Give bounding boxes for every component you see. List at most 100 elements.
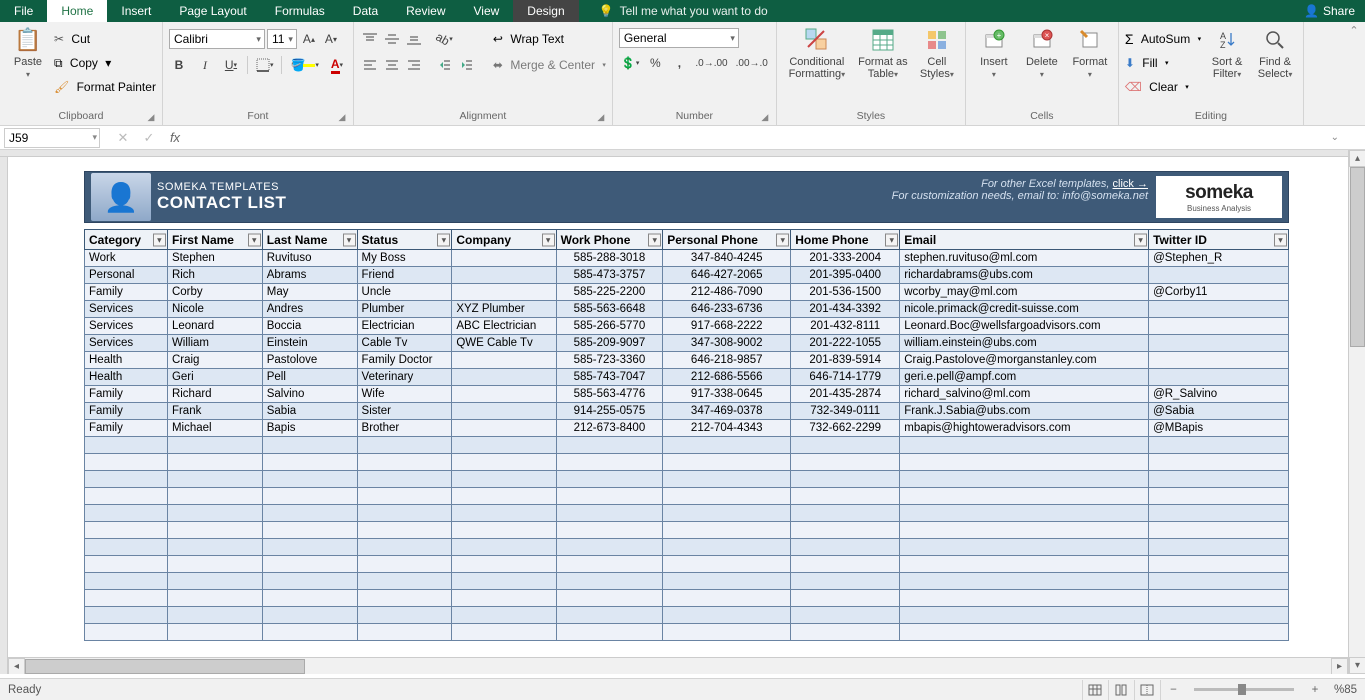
- tell-me[interactable]: 💡 Tell me what you want to do: [599, 4, 768, 18]
- table-cell[interactable]: 732-662-2299: [791, 420, 900, 437]
- table-cell[interactable]: 646-714-1779: [791, 369, 900, 386]
- table-cell[interactable]: Andres: [262, 301, 357, 318]
- table-cell[interactable]: [167, 573, 262, 590]
- table-cell[interactable]: [167, 505, 262, 522]
- underline-button[interactable]: U▾: [221, 55, 241, 75]
- table-row[interactable]: ServicesWilliamEinsteinCable TvQWE Cable…: [85, 335, 1289, 352]
- table-cell[interactable]: 347-469-0378: [663, 403, 791, 420]
- table-cell[interactable]: Salvino: [262, 386, 357, 403]
- border-button[interactable]: ▾: [254, 55, 276, 75]
- expand-formula-button[interactable]: ⌄: [1331, 132, 1345, 143]
- table-cell[interactable]: [357, 539, 452, 556]
- table-row[interactable]: [85, 556, 1289, 573]
- table-cell[interactable]: [452, 590, 556, 607]
- column-header[interactable]: Category▾: [85, 230, 168, 250]
- table-cell[interactable]: [262, 488, 357, 505]
- table-cell[interactable]: Health: [85, 369, 168, 386]
- table-cell[interactable]: [452, 403, 556, 420]
- table-row[interactable]: [85, 573, 1289, 590]
- table-cell[interactable]: geri.e.pell@ampf.com: [900, 369, 1149, 386]
- table-cell[interactable]: 212-673-8400: [556, 420, 663, 437]
- table-cell[interactable]: 585-473-3757: [556, 267, 663, 284]
- table-cell[interactable]: Personal: [85, 267, 168, 284]
- filter-button[interactable]: ▾: [1274, 233, 1287, 246]
- table-cell[interactable]: 212-486-7090: [663, 284, 791, 301]
- table-cell[interactable]: [452, 624, 556, 641]
- column-headers[interactable]: [0, 150, 1365, 157]
- table-cell[interactable]: 212-704-4343: [663, 420, 791, 437]
- table-cell[interactable]: Family: [85, 403, 168, 420]
- align-top-button[interactable]: [360, 29, 380, 49]
- table-cell[interactable]: [262, 607, 357, 624]
- format-painter-button[interactable]: 🖌 Format Painter: [54, 76, 156, 98]
- table-cell[interactable]: [1149, 590, 1289, 607]
- table-cell[interactable]: Leonard.Boc@wellsfargoadvisors.com: [900, 318, 1149, 335]
- enter-formula-button[interactable]: ✓: [140, 130, 158, 146]
- table-cell[interactable]: [556, 505, 663, 522]
- table-row[interactable]: [85, 488, 1289, 505]
- delete-cells-button[interactable]: × Delete▾: [1020, 24, 1064, 83]
- clipboard-dialog-launcher[interactable]: ◢: [146, 112, 156, 122]
- font-name-select[interactable]: Calibri: [169, 29, 265, 49]
- table-row[interactable]: ServicesNicoleAndresPlumberXYZ Plumber58…: [85, 301, 1289, 318]
- table-cell[interactable]: [452, 573, 556, 590]
- table-cell[interactable]: [900, 522, 1149, 539]
- font-dialog-launcher[interactable]: ◢: [337, 112, 347, 122]
- table-cell[interactable]: Michael: [167, 420, 262, 437]
- table-cell[interactable]: Cable Tv: [357, 335, 452, 352]
- table-cell[interactable]: [357, 437, 452, 454]
- align-center-button[interactable]: [382, 55, 402, 75]
- zoom-out-button[interactable]: −: [1160, 680, 1186, 700]
- fx-button[interactable]: fx: [166, 130, 184, 145]
- table-cell[interactable]: [452, 284, 556, 301]
- table-cell[interactable]: Pell: [262, 369, 357, 386]
- table-cell[interactable]: [262, 505, 357, 522]
- table-cell[interactable]: [1149, 607, 1289, 624]
- table-cell[interactable]: nicole.primack@credit-suisse.com: [900, 301, 1149, 318]
- decrease-decimal-button[interactable]: .00→.0: [734, 53, 770, 73]
- table-cell[interactable]: [663, 590, 791, 607]
- table-cell[interactable]: [167, 556, 262, 573]
- tab-design[interactable]: Design: [513, 0, 578, 22]
- table-cell[interactable]: Frank: [167, 403, 262, 420]
- table-cell[interactable]: [663, 539, 791, 556]
- table-cell[interactable]: [1149, 505, 1289, 522]
- tab-insert[interactable]: Insert: [107, 0, 165, 22]
- table-cell[interactable]: [357, 488, 452, 505]
- table-cell[interactable]: Family: [85, 284, 168, 301]
- table-cell[interactable]: ABC Electrician: [452, 318, 556, 335]
- table-cell[interactable]: Electrician: [357, 318, 452, 335]
- table-cell[interactable]: Frank.J.Sabia@ubs.com: [900, 403, 1149, 420]
- table-cell[interactable]: [85, 590, 168, 607]
- table-cell[interactable]: 646-218-9857: [663, 352, 791, 369]
- align-right-button[interactable]: [404, 55, 424, 75]
- scroll-left-button[interactable]: ◂: [8, 658, 25, 675]
- table-cell[interactable]: Wife: [357, 386, 452, 403]
- filter-button[interactable]: ▾: [1134, 233, 1147, 246]
- scroll-down-button[interactable]: ▾: [1349, 657, 1365, 674]
- table-cell[interactable]: 585-723-3360: [556, 352, 663, 369]
- fill-button[interactable]: ⬇ Fill ▾: [1125, 52, 1201, 74]
- filter-button[interactable]: ▾: [648, 233, 661, 246]
- table-cell[interactable]: 201-333-2004: [791, 250, 900, 267]
- table-cell[interactable]: Sister: [357, 403, 452, 420]
- column-header[interactable]: Company▾: [452, 230, 556, 250]
- table-cell[interactable]: [167, 454, 262, 471]
- row-headers[interactable]: [0, 157, 8, 674]
- table-cell[interactable]: Craig.Pastolove@morganstanley.com: [900, 352, 1149, 369]
- table-cell[interactable]: [85, 454, 168, 471]
- align-bottom-button[interactable]: [404, 29, 424, 49]
- table-cell[interactable]: [900, 471, 1149, 488]
- table-cell[interactable]: [357, 556, 452, 573]
- conditional-formatting-button[interactable]: Conditional Formatting▾: [783, 24, 851, 83]
- table-cell[interactable]: 347-308-9002: [663, 335, 791, 352]
- table-cell[interactable]: XYZ Plumber: [452, 301, 556, 318]
- tab-view[interactable]: View: [460, 0, 514, 22]
- table-row[interactable]: [85, 522, 1289, 539]
- decrease-font-button[interactable]: A▾: [321, 29, 341, 49]
- table-cell[interactable]: [1149, 301, 1289, 318]
- table-cell[interactable]: Brother: [357, 420, 452, 437]
- table-cell[interactable]: [1149, 454, 1289, 471]
- table-cell[interactable]: [900, 607, 1149, 624]
- table-cell[interactable]: [556, 539, 663, 556]
